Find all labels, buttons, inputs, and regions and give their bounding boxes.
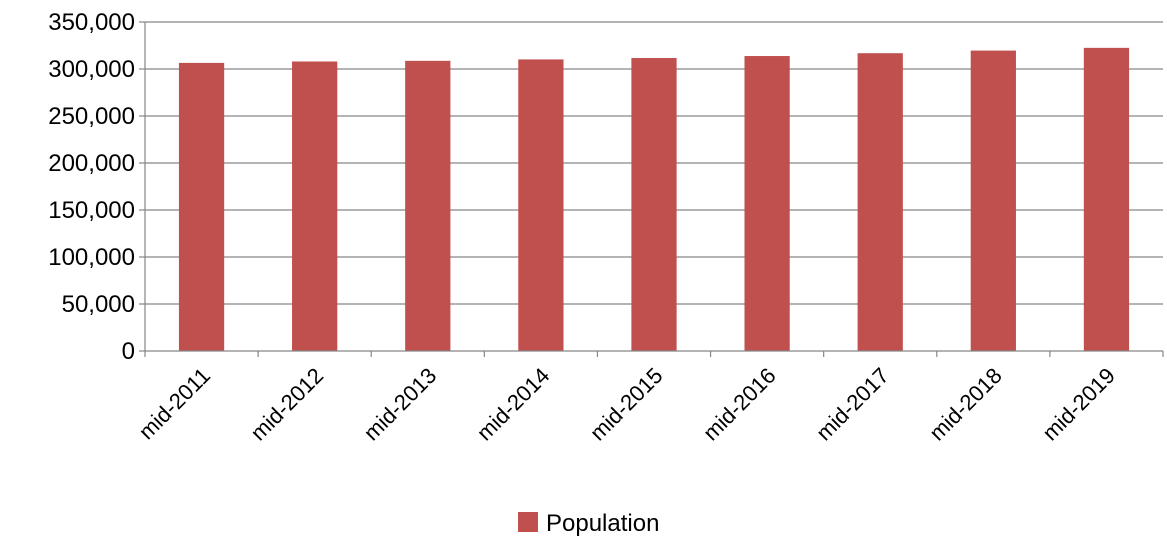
x-tick-label: mid-2014: [472, 363, 555, 446]
x-tick-label: mid-2013: [359, 363, 442, 446]
y-tick-label: 100,000: [48, 244, 135, 271]
bar-mid-2018: [970, 50, 1016, 352]
y-tick-label: 0: [122, 338, 135, 365]
y-axis-tick-labels: 0 50,000 100,000 150,000 200,000 250,000 300,0…: [48, 9, 135, 365]
bar-mid-2016: [744, 56, 790, 351]
x-axis-tick-labels: mid-2011 mid-2012 mid-2013 mid-2014 mid-2015…: [134, 363, 1120, 446]
legend-label-population: Population: [546, 510, 659, 537]
bar-mid-2014: [518, 59, 564, 352]
axes: [139, 21, 1164, 357]
legend: Population: [518, 510, 659, 537]
y-tick-label: 250,000: [48, 103, 135, 130]
x-tick-label: mid-2011: [134, 363, 215, 444]
x-tick-label: mid-2015: [585, 363, 668, 446]
x-tick-label: mid-2017: [811, 363, 894, 446]
legend-swatch-population: [518, 512, 538, 532]
bar-mid-2019: [1083, 47, 1130, 351]
bar-mid-2013: [405, 60, 451, 352]
y-tick-label: 300,000: [48, 56, 135, 83]
x-tick-label: mid-2012: [246, 363, 329, 446]
x-tick-label: mid-2018: [924, 363, 1007, 446]
y-tick-label: 200,000: [48, 150, 135, 177]
y-tick-label: 350,000: [48, 9, 135, 36]
y-tick-label: 150,000: [48, 197, 135, 224]
bar-mid-2017: [857, 53, 903, 351]
bar-mid-2012: [292, 61, 338, 351]
x-tick-label: mid-2019: [1037, 363, 1120, 446]
bars: [178, 47, 1130, 352]
bar-mid-2015: [631, 58, 677, 351]
y-tick-label: 50,000: [62, 291, 135, 318]
bar-mid-2011: [178, 62, 225, 351]
x-tick-label: mid-2016: [698, 363, 781, 446]
